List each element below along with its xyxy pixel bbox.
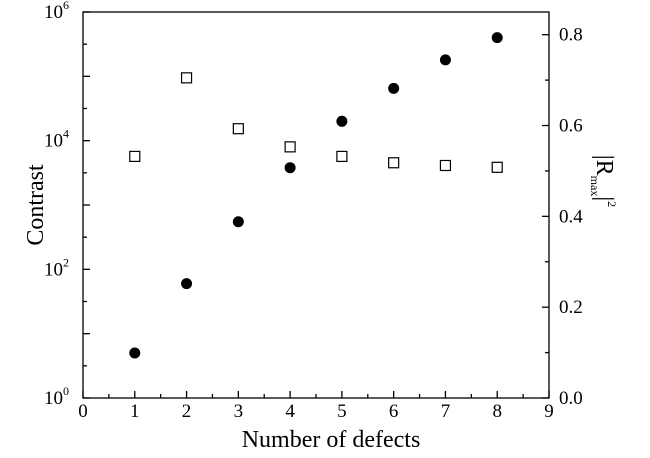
axis-ticks [82, 11, 550, 399]
tick-labels: 0 1 2 3 4 5 6 7 8 9 100 102 104 106 0.0 0.2 0.4 0.6 0.8 [44, 0, 583, 422]
y-axis-left-title: Contrast [23, 164, 49, 246]
x-tick-label: 3 [234, 401, 244, 422]
x-tick-label: 2 [182, 401, 192, 422]
reflectance-point [491, 161, 503, 173]
x-axis-title: Number of defects [242, 427, 421, 453]
reflectance-point [284, 141, 296, 153]
contrast-point [232, 216, 244, 228]
x-tick-label: 7 [441, 401, 451, 422]
reflectance-point [336, 150, 348, 163]
x-tick-label: 4 [285, 401, 295, 422]
y-axis-right-title: |Rmax|2 [588, 155, 619, 207]
y-left-tick-label: 104 [44, 127, 69, 152]
contrast-point [491, 32, 503, 44]
reflectance-point [129, 150, 141, 163]
contrast-point [284, 162, 296, 174]
y-left-tick-label: 100 [44, 384, 69, 409]
contrast-point [129, 347, 141, 359]
y-right-tick-label: 0.8 [559, 25, 583, 46]
y-right-tick-label: 0.4 [559, 206, 583, 227]
contrast-point [388, 82, 400, 94]
x-tick-label: 8 [492, 401, 502, 422]
contrast-point [439, 54, 451, 66]
reflectance-point [388, 157, 400, 169]
x-tick-label: 1 [130, 401, 140, 422]
contrast-point [336, 115, 348, 127]
x-tick-label: 6 [389, 401, 399, 422]
y-right-tick-label: 0.0 [559, 388, 583, 409]
x-tick-label: 0 [78, 401, 88, 422]
reflectance-point [232, 123, 244, 135]
y-right-tick-label: 0.2 [559, 297, 583, 318]
y-left-tick-label: 102 [44, 255, 69, 280]
reflectance-point [439, 159, 452, 172]
y-right-tick-label: 0.6 [559, 116, 583, 137]
plot-frame [82, 11, 550, 399]
plot-axes [82, 11, 550, 399]
data-marks [129, 32, 503, 359]
reflectance-point [180, 72, 193, 84]
x-tick-label: 9 [544, 401, 554, 422]
contrast-point [181, 278, 193, 290]
y-left-tick-label: 106 [44, 0, 69, 23]
x-tick-label: 5 [337, 401, 347, 422]
